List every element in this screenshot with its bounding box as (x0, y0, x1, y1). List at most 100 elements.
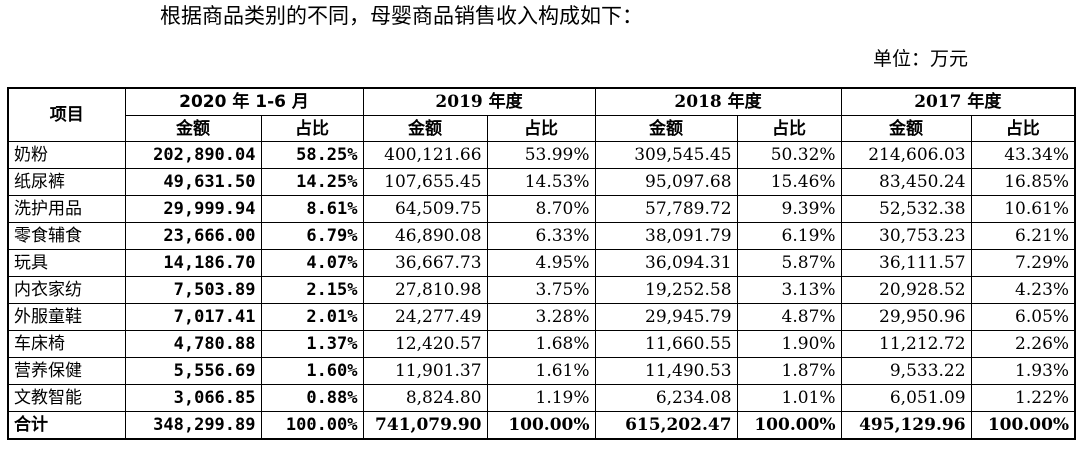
amount-cell: 214,606.03 (840, 141, 972, 169)
table-row: 洗护用品 29,999.94 8.61% 64,509.75 8.70% 57,789.7… (7, 195, 1076, 223)
amount-cell: 38,091.79 (594, 222, 738, 250)
table-row: 外服童鞋 7,017.41 2.01% 24,277.49 3.28% 29,945.79… (7, 303, 1076, 331)
subheader-amount: 金额 (362, 115, 488, 142)
share-cell: 100.00% (736, 411, 842, 440)
table-row: 内衣家纺 7,503.89 2.15% 27,810.98 3.75% 19,252.58… (7, 276, 1076, 304)
share-cell: 1.61% (486, 357, 596, 385)
period-header-2018: 2018 年度 (594, 87, 842, 116)
amount-cell: 49,631.50 (124, 168, 262, 196)
amount-cell: 7,503.89 (124, 276, 262, 304)
share-cell: 14.25% (260, 168, 364, 196)
amount-cell: 19,252.58 (594, 276, 738, 304)
share-cell: 6.21% (970, 222, 1076, 250)
share-cell: 6.05% (970, 303, 1076, 331)
table-row: 车床椅 4,780.88 1.37% 12,420.57 1.68% 11,660.55 1… (7, 330, 1076, 358)
amount-cell: 30,753.23 (840, 222, 972, 250)
share-cell: 3.75% (486, 276, 596, 304)
share-cell: 4.23% (970, 276, 1076, 304)
table-row: 玩具 14,186.70 4.07% 36,667.73 4.95% 36,094.31 5… (7, 249, 1076, 277)
table-row: 纸尿裤 49,631.50 14.25% 107,655.45 14.53% 95,097… (7, 168, 1076, 196)
amount-cell: 107,655.45 (362, 168, 488, 196)
amount-cell: 6,234.08 (594, 384, 738, 412)
subheader-share: 占比 (260, 115, 364, 142)
header-row-subcolumns: 金额 占比 金额 占比 金额 占比 金额 占比 (8, 115, 1076, 142)
amount-cell: 400,121.66 (362, 141, 488, 169)
amount-cell: 11,490.53 (594, 357, 738, 385)
share-cell: 100.00% (260, 411, 364, 440)
share-cell: 5.87% (736, 249, 842, 277)
intro-paragraph: 根据商品类别的不同，母婴商品销售收入构成如下： (160, 4, 643, 28)
amount-cell: 29,950.96 (840, 303, 972, 331)
share-cell: 4.87% (736, 303, 842, 331)
amount-cell: 5,556.69 (124, 357, 262, 385)
amount-cell: 20,928.52 (840, 276, 972, 304)
share-cell: 43.34% (970, 141, 1076, 169)
subheader-amount: 金额 (594, 115, 738, 142)
share-cell: 100.00% (486, 411, 596, 440)
subheader-amount: 金额 (840, 115, 972, 142)
category-name: 营养保健 (7, 357, 126, 385)
amount-cell: 4,780.88 (124, 330, 262, 358)
amount-cell: 52,532.38 (840, 195, 972, 223)
subheader-share: 占比 (486, 115, 596, 142)
amount-cell: 24,277.49 (362, 303, 488, 331)
period-header-2020h1: 2020 年 1-6 月 (124, 87, 364, 116)
table-row: 文教智能 3,066.85 0.88% 8,824.80 1.19% 6,234.08 1.… (7, 384, 1076, 412)
share-cell: 1.93% (970, 357, 1076, 385)
amount-cell: 29,999.94 (124, 195, 262, 223)
share-cell: 1.68% (486, 330, 596, 358)
amount-cell: 11,901.37 (362, 357, 488, 385)
share-cell: 6.33% (486, 222, 596, 250)
subheader-amount: 金额 (124, 115, 262, 142)
period-header-2019: 2019 年度 (362, 87, 596, 116)
share-cell: 9.39% (736, 195, 842, 223)
amount-cell: 348,299.89 (124, 411, 262, 440)
amount-cell: 36,111.57 (840, 249, 972, 277)
amount-cell: 202,890.04 (124, 141, 262, 169)
amount-cell: 64,509.75 (362, 195, 488, 223)
share-cell: 6.19% (736, 222, 842, 250)
share-cell: 1.90% (736, 330, 842, 358)
share-cell: 3.13% (736, 276, 842, 304)
subheader-share: 占比 (970, 115, 1076, 142)
item-header: 项目 (7, 87, 126, 142)
share-cell: 2.15% (260, 276, 364, 304)
share-cell: 8.70% (486, 195, 596, 223)
amount-cell: 741,079.90 (362, 411, 488, 440)
amount-cell: 27,810.98 (362, 276, 488, 304)
period-header-2017: 2017 年度 (840, 87, 1076, 116)
amount-cell: 309,545.45 (594, 141, 738, 169)
amount-cell: 29,945.79 (594, 303, 738, 331)
amount-cell: 495,129.96 (840, 411, 972, 440)
total-label: 合计 (7, 411, 126, 440)
category-name: 内衣家纺 (7, 276, 126, 304)
share-cell: 58.25% (260, 141, 364, 169)
share-cell: 15.46% (736, 168, 842, 196)
amount-cell: 9,533.22 (840, 357, 972, 385)
amount-cell: 11,660.55 (594, 330, 738, 358)
table-row: 奶粉 202,890.04 58.25% 400,121.66 53.99% 309,54… (7, 141, 1076, 169)
share-cell: 1.19% (486, 384, 596, 412)
share-cell: 8.61% (260, 195, 364, 223)
share-cell: 2.26% (970, 330, 1076, 358)
share-cell: 1.60% (260, 357, 364, 385)
amount-cell: 8,824.80 (362, 384, 488, 412)
share-cell: 53.99% (486, 141, 596, 169)
amount-cell: 7,017.41 (124, 303, 262, 331)
share-cell: 7.29% (970, 249, 1076, 277)
amount-cell: 14,186.70 (124, 249, 262, 277)
share-cell: 14.53% (486, 168, 596, 196)
category-name: 洗护用品 (7, 195, 126, 223)
amount-cell: 6,051.09 (840, 384, 972, 412)
share-cell: 1.87% (736, 357, 842, 385)
share-cell: 2.01% (260, 303, 364, 331)
header-row-periods: 项目 2020 年 1-6 月 2019 年度 2018 年度 2017 年度 (7, 87, 1076, 142)
share-cell: 6.79% (260, 222, 364, 250)
category-name: 玩具 (7, 249, 126, 277)
share-cell: 100.00% (970, 411, 1076, 440)
amount-cell: 36,667.73 (362, 249, 488, 277)
category-name: 纸尿裤 (7, 168, 126, 196)
amount-cell: 3,066.85 (124, 384, 262, 412)
unit-label: 单位：万元 (872, 48, 968, 70)
share-cell: 4.07% (260, 249, 364, 277)
